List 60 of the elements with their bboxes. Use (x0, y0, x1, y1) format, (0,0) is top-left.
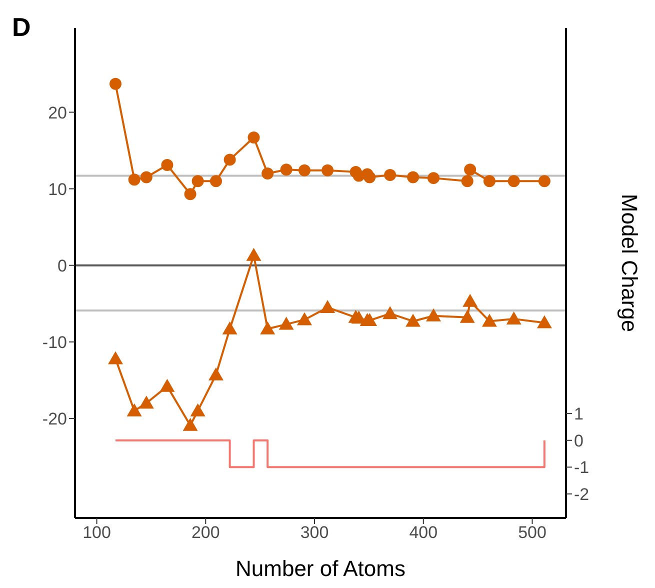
point (406, 314, 421, 327)
point (320, 300, 336, 313)
point (382, 306, 398, 320)
point (260, 321, 276, 334)
x-tick-label: 400 (409, 523, 438, 542)
point (248, 131, 260, 144)
point (280, 164, 292, 176)
point (160, 378, 175, 392)
point (108, 351, 123, 364)
y-tick-label: -20 (42, 410, 67, 429)
point (428, 172, 440, 184)
x-tick-label: 100 (82, 523, 111, 542)
point (110, 78, 122, 90)
point (128, 174, 140, 186)
point (483, 175, 496, 188)
point (296, 312, 312, 326)
point (538, 175, 550, 188)
point (536, 315, 552, 328)
point (138, 396, 154, 409)
x-tick-label: 300 (300, 523, 329, 542)
point (298, 164, 310, 176)
point (262, 167, 274, 180)
point (140, 171, 152, 184)
y-tick-label: 20 (48, 103, 67, 122)
point (506, 311, 522, 324)
point (407, 171, 420, 184)
y-tick-label: -10 (42, 332, 67, 352)
point (182, 418, 198, 431)
point (508, 175, 520, 188)
y-tick-label: 10 (48, 180, 67, 199)
point (184, 188, 196, 200)
point (462, 294, 478, 307)
point (364, 171, 376, 184)
point (278, 316, 294, 330)
point (190, 403, 206, 416)
point (384, 169, 396, 181)
point (464, 164, 476, 176)
point (461, 175, 474, 188)
point (208, 367, 224, 380)
point (246, 248, 262, 261)
point (222, 321, 238, 334)
point (210, 175, 222, 188)
point (192, 175, 204, 188)
y-tick-label: 0 (58, 256, 67, 276)
x-tick-label: 500 (518, 523, 546, 542)
chart-title: D (12, 12, 31, 43)
point (322, 164, 334, 176)
point (126, 403, 142, 416)
point (482, 314, 497, 327)
y2-tick-label: 0 (574, 431, 584, 450)
point (224, 154, 236, 166)
point (161, 159, 174, 172)
point (426, 308, 442, 322)
y2-axis-title: Model Charge (617, 194, 642, 332)
x-tick-label: 200 (191, 523, 220, 542)
y2-tick-label: -2 (574, 484, 590, 504)
y2-tick-label: -1 (574, 458, 590, 478)
point (460, 310, 475, 323)
x-axis-title: Number of Atoms (236, 556, 406, 581)
y2-tick-label: 1 (574, 404, 584, 424)
